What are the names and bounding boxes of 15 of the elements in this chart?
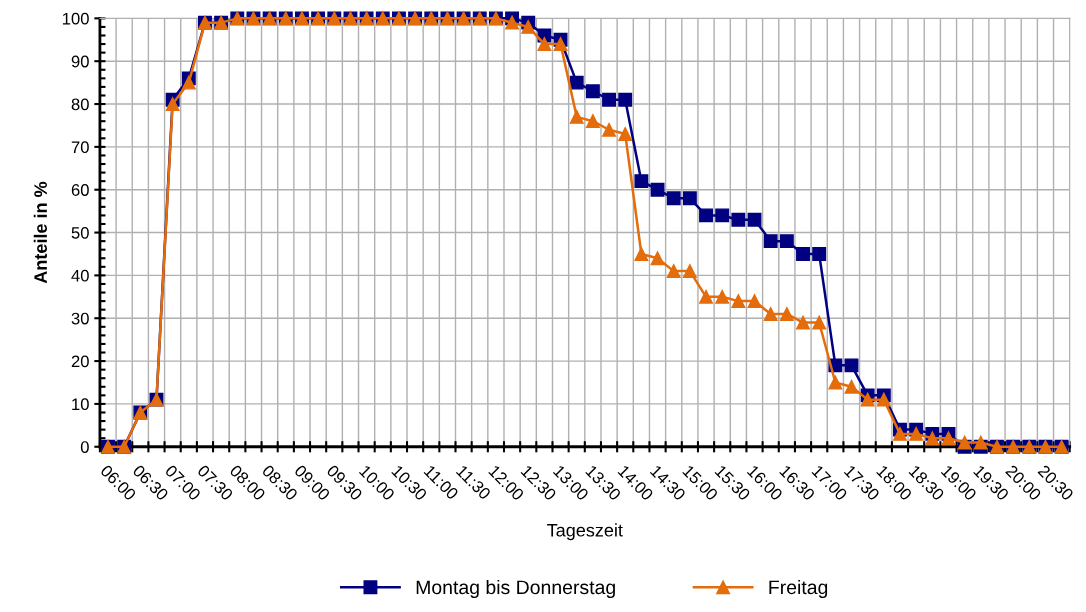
y-tick-label: 10 bbox=[72, 398, 89, 411]
y-tick-label: 60 bbox=[71, 184, 89, 196]
legend-label: Freitag bbox=[769, 579, 828, 599]
y-tick-label: 30 bbox=[71, 312, 89, 325]
y-tick-label: 20 bbox=[71, 355, 89, 368]
legend-label: Montag bis Donnerstag bbox=[416, 579, 615, 599]
y-tick-label: 80 bbox=[71, 98, 89, 111]
y-tick-label: 40 bbox=[71, 269, 89, 282]
y-tick-label: 100 bbox=[62, 12, 89, 25]
x-axis-title: Tageszeit bbox=[547, 523, 623, 541]
y-tick-label: 50 bbox=[71, 226, 89, 239]
y-tick-label: 70 bbox=[71, 141, 89, 154]
y-tick-label: 90 bbox=[71, 55, 89, 68]
y-axis-title: Anteile in % bbox=[33, 181, 48, 284]
y-tick-label: 0 bbox=[80, 441, 89, 453]
